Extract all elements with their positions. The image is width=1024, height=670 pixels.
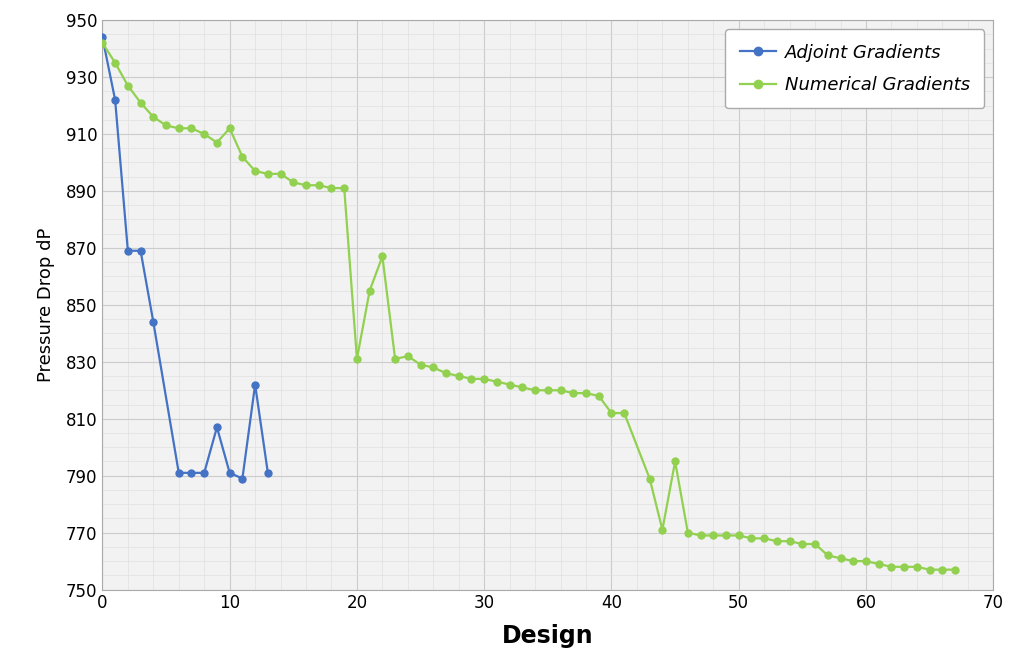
Numerical Gradients xyxy=(223,124,236,132)
Adjoint Gradients xyxy=(198,469,210,477)
Adjoint Gradients xyxy=(262,469,274,477)
Line: Numerical Gradients: Numerical Gradients xyxy=(99,40,958,573)
X-axis label: Design: Design xyxy=(502,624,594,648)
Adjoint Gradients xyxy=(122,247,134,255)
Numerical Gradients xyxy=(949,565,962,574)
Numerical Gradients xyxy=(198,130,210,138)
Adjoint Gradients xyxy=(109,96,121,104)
Adjoint Gradients xyxy=(96,33,109,41)
Numerical Gradients xyxy=(886,563,898,571)
Numerical Gradients xyxy=(96,39,109,47)
Numerical Gradients xyxy=(745,534,758,542)
Adjoint Gradients xyxy=(185,469,198,477)
Adjoint Gradients xyxy=(173,469,185,477)
Adjoint Gradients xyxy=(211,423,223,431)
Adjoint Gradients xyxy=(147,318,160,326)
Numerical Gradients xyxy=(924,565,936,574)
Legend: Adjoint Gradients, Numerical Gradients: Adjoint Gradients, Numerical Gradients xyxy=(725,29,984,109)
Adjoint Gradients xyxy=(223,469,236,477)
Numerical Gradients xyxy=(478,375,490,383)
Line: Adjoint Gradients: Adjoint Gradients xyxy=(99,34,271,482)
Y-axis label: Pressure Drop dP: Pressure Drop dP xyxy=(37,228,55,382)
Numerical Gradients xyxy=(440,369,453,377)
Adjoint Gradients xyxy=(134,247,146,255)
Adjoint Gradients xyxy=(249,381,261,389)
Adjoint Gradients xyxy=(237,474,249,482)
